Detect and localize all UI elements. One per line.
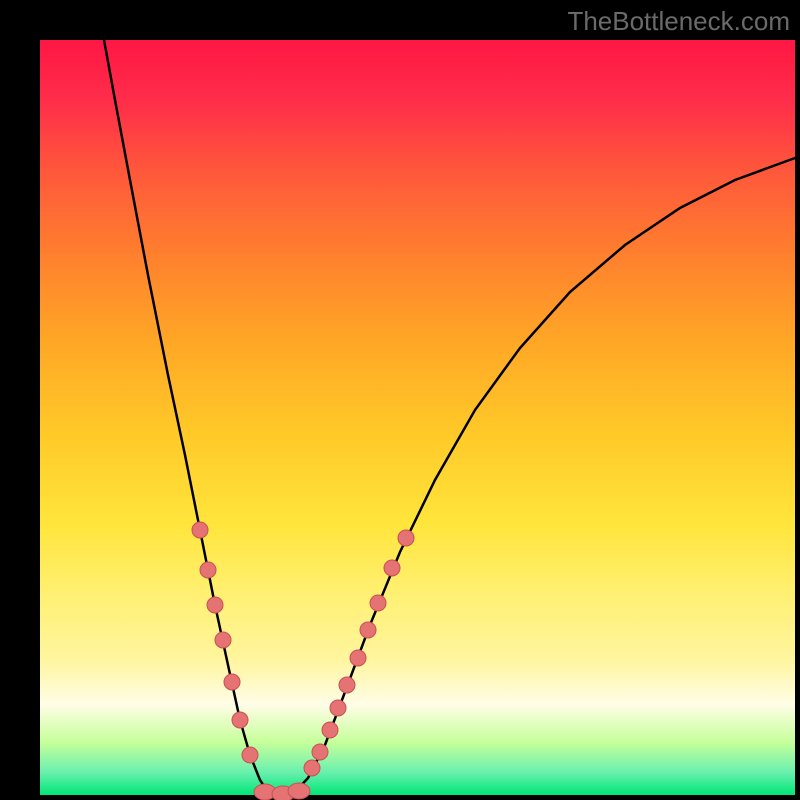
chart-container: TheBottleneck.com (0, 0, 800, 800)
watermark-text: TheBottleneck.com (567, 6, 790, 37)
plot-area (40, 40, 795, 795)
